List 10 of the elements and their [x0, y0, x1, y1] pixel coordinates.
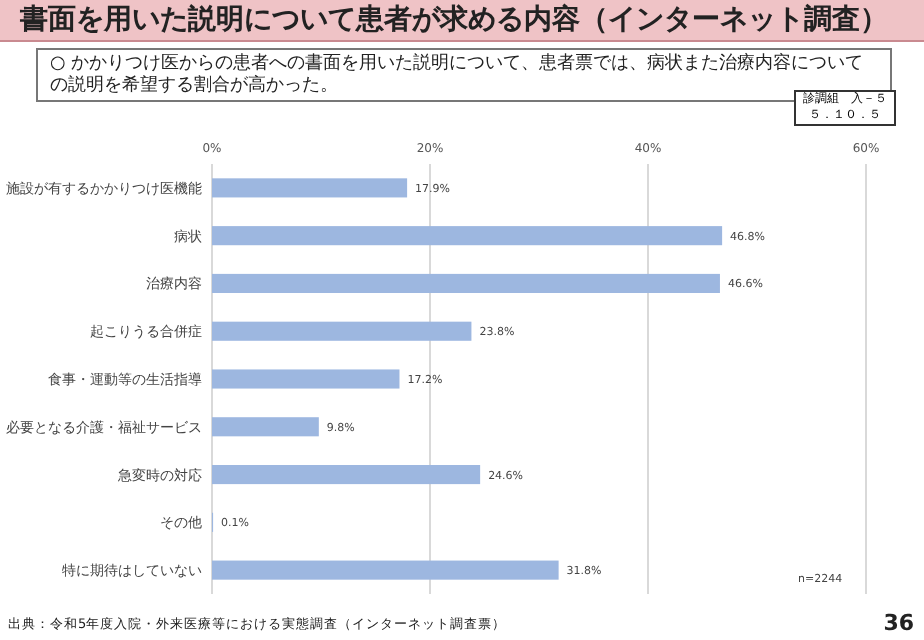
bar	[212, 321, 472, 341]
bar	[212, 178, 408, 198]
chart-title: 書面を用いた説明について患者が求める内容（インターネット調査）	[0, 0, 924, 42]
bar	[212, 560, 559, 580]
bar	[212, 273, 720, 293]
bar	[212, 369, 400, 389]
bar	[212, 465, 481, 485]
text: 36	[883, 610, 915, 636]
bar	[212, 417, 319, 437]
bar	[212, 226, 723, 246]
